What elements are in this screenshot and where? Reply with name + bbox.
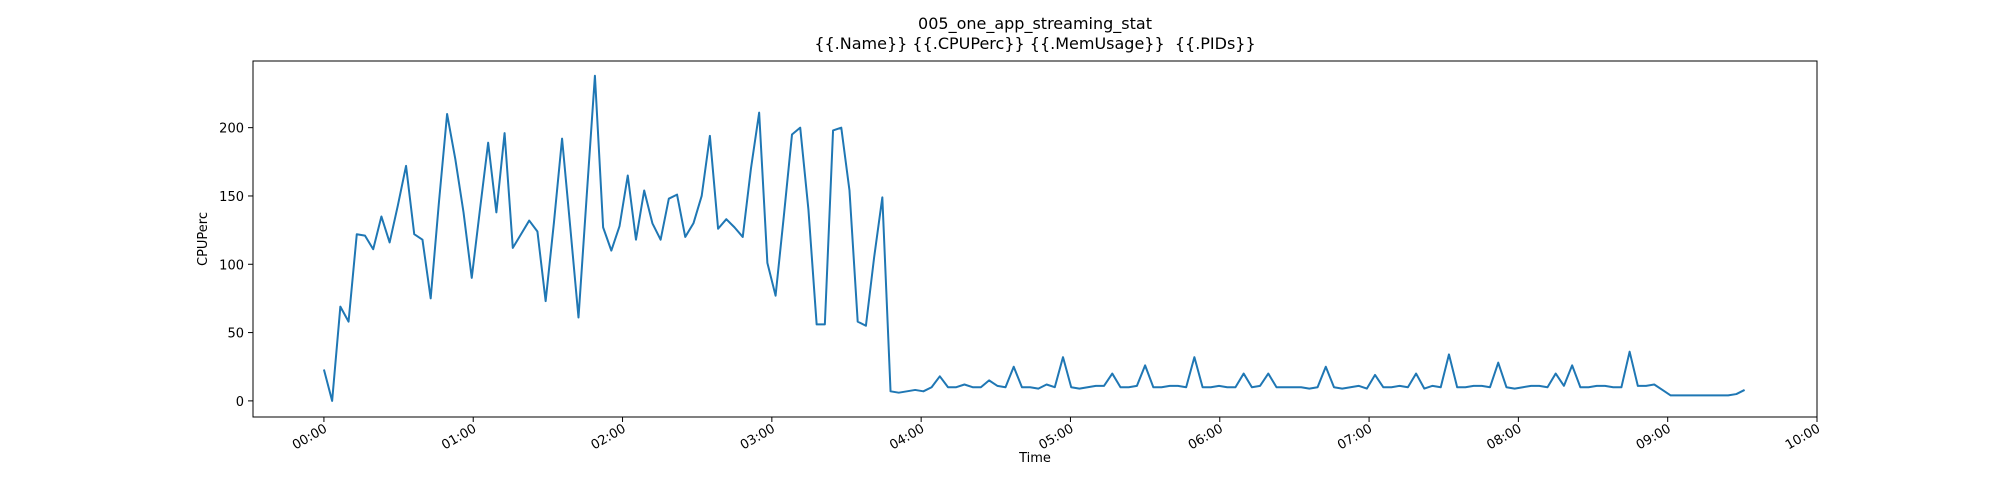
x-tick-label: 09:00 — [1634, 421, 1674, 453]
x-tick-label: 03:00 — [738, 421, 778, 453]
x-tick-label: 08:00 — [1484, 421, 1524, 453]
x-tick-label: 10:00 — [1783, 421, 1823, 453]
y-tick-label: 200 — [219, 122, 244, 137]
x-axis-label: Time — [1018, 451, 1051, 466]
y-tick-label: 150 — [219, 190, 244, 205]
x-tick-label: 00:00 — [290, 421, 330, 453]
x-tick-label: 01:00 — [439, 421, 479, 453]
x-tick-label: 05:00 — [1037, 421, 1077, 453]
y-axis-label: CPUPerc — [196, 212, 211, 266]
y-tick-label: 100 — [219, 258, 244, 273]
x-tick-label: 02:00 — [589, 421, 629, 453]
plot-frame — [252, 60, 1818, 418]
y-tick-label: 0 — [236, 395, 244, 410]
chart-subtitle: {{.Name}} {{.CPUPerc}} {{.MemUsage}} {{.… — [814, 34, 1255, 53]
x-tick-label: 06:00 — [1186, 421, 1226, 453]
x-tick-label: 04:00 — [887, 421, 927, 453]
x-tick-label: 07:00 — [1335, 421, 1375, 453]
data-line — [322, 74, 1746, 402]
chart-title: 005_one_app_streaming_stat — [918, 14, 1152, 34]
y-tick-label: 50 — [227, 327, 244, 342]
